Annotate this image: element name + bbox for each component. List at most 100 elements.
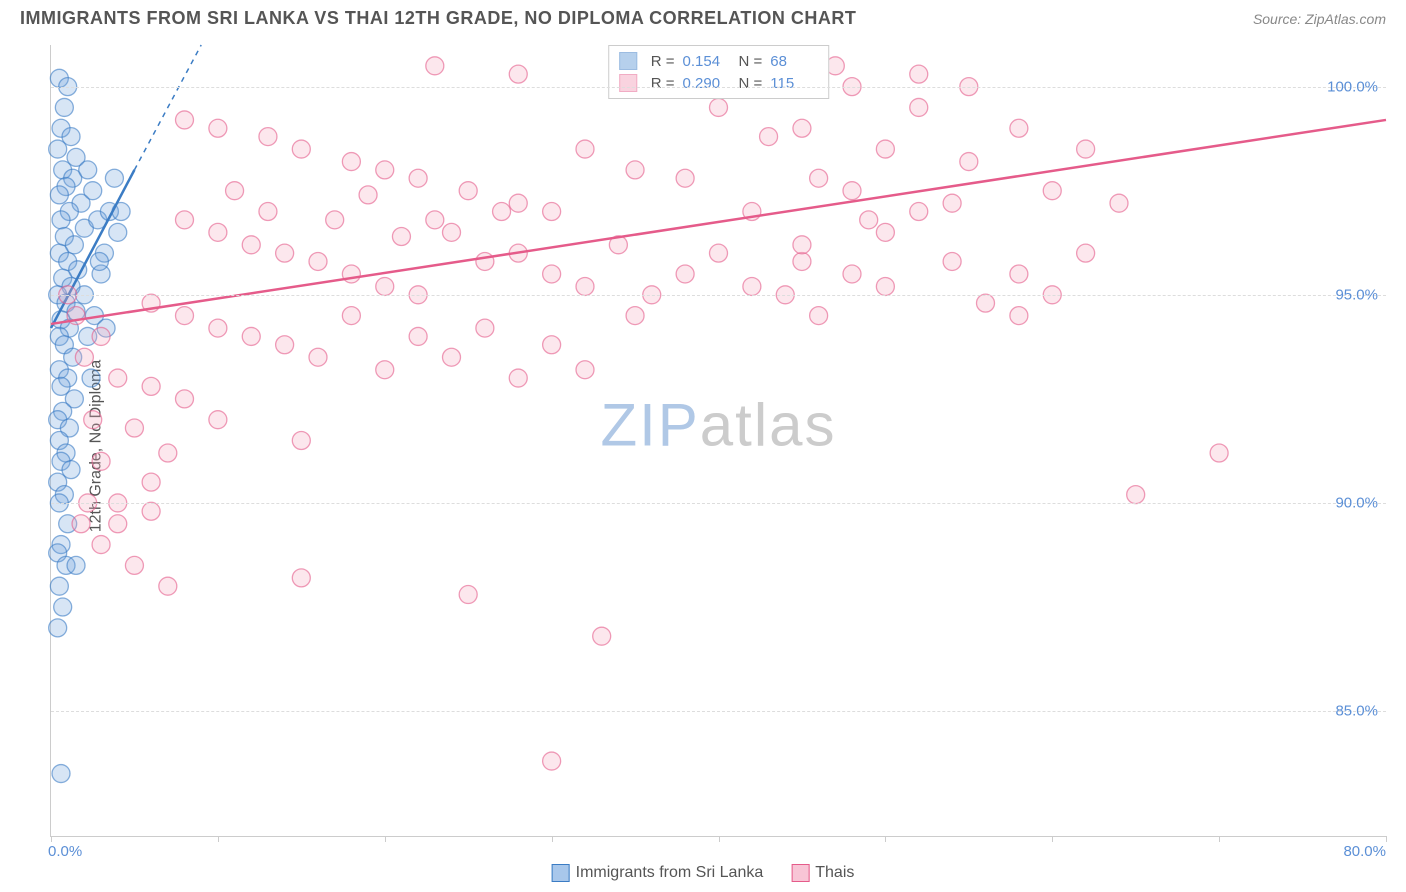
data-point (843, 182, 861, 200)
data-point (84, 182, 102, 200)
data-point (309, 252, 327, 270)
chart-plot-area: ZIPatlas R =0.154N =68R =0.290N =115 85.… (50, 45, 1386, 837)
x-tick (1052, 836, 1053, 842)
data-point (960, 153, 978, 171)
data-point (459, 182, 477, 200)
data-point (49, 140, 67, 158)
data-point (392, 228, 410, 246)
data-point (860, 211, 878, 229)
data-point (292, 432, 310, 450)
data-point (409, 327, 427, 345)
data-point (359, 186, 377, 204)
data-point (176, 390, 194, 408)
data-point (676, 169, 694, 187)
data-point (493, 203, 511, 221)
data-point (292, 569, 310, 587)
data-point (209, 411, 227, 429)
data-point (49, 619, 67, 637)
data-point (710, 98, 728, 116)
scatter-plot-svg (51, 45, 1386, 836)
data-point (843, 265, 861, 283)
data-point (55, 98, 73, 116)
data-point (92, 327, 110, 345)
data-point (209, 319, 227, 337)
data-point (626, 307, 644, 325)
y-tick-label: 95.0% (1335, 286, 1378, 303)
data-point (176, 111, 194, 129)
x-tick (1219, 836, 1220, 842)
data-point (259, 203, 277, 221)
data-point (67, 556, 85, 574)
data-point (125, 556, 143, 574)
data-point (1210, 444, 1228, 462)
data-point (509, 194, 527, 212)
data-point (176, 307, 194, 325)
data-point (943, 252, 961, 270)
data-point (52, 211, 70, 229)
data-point (242, 236, 260, 254)
legend-swatch (552, 864, 570, 882)
gridline (51, 295, 1386, 296)
data-point (142, 502, 160, 520)
trend-line-extrapolated (134, 45, 201, 170)
data-point (1127, 486, 1145, 504)
data-point (1010, 307, 1028, 325)
x-tick (51, 836, 52, 842)
source-attribution: Source: ZipAtlas.com (1253, 11, 1386, 27)
data-point (543, 336, 561, 354)
data-point (259, 128, 277, 146)
x-tick (1386, 836, 1387, 842)
data-point (576, 277, 594, 295)
data-point (209, 223, 227, 241)
data-point (876, 140, 894, 158)
data-point (1077, 244, 1095, 262)
data-point (376, 361, 394, 379)
data-point (626, 161, 644, 179)
data-point (543, 265, 561, 283)
legend-swatch (791, 864, 809, 882)
data-point (159, 444, 177, 462)
data-point (50, 186, 68, 204)
data-point (292, 140, 310, 158)
x-tick (552, 836, 553, 842)
data-point (910, 65, 928, 83)
data-point (92, 452, 110, 470)
data-point (209, 119, 227, 137)
data-point (943, 194, 961, 212)
data-point (443, 348, 461, 366)
x-axis-min-label: 0.0% (48, 843, 82, 860)
data-point (242, 327, 260, 345)
data-point (376, 277, 394, 295)
legend-swatch (619, 74, 637, 92)
data-point (50, 577, 68, 595)
data-point (109, 369, 127, 387)
data-point (176, 211, 194, 229)
data-point (84, 411, 102, 429)
data-point (409, 169, 427, 187)
data-point (509, 65, 527, 83)
data-point (793, 236, 811, 254)
data-point (109, 515, 127, 533)
x-tick (719, 836, 720, 842)
data-point (543, 203, 561, 221)
data-point (576, 361, 594, 379)
data-point (1010, 119, 1028, 137)
data-point (593, 627, 611, 645)
gridline (51, 87, 1386, 88)
data-point (793, 252, 811, 270)
data-point (342, 265, 360, 283)
data-point (125, 419, 143, 437)
data-point (226, 182, 244, 200)
data-point (509, 369, 527, 387)
y-tick-label: 90.0% (1335, 494, 1378, 511)
data-point (276, 336, 294, 354)
gridline (51, 503, 1386, 504)
data-point (109, 223, 127, 241)
data-point (743, 277, 761, 295)
data-point (910, 98, 928, 116)
trend-line (51, 120, 1386, 324)
data-point (810, 307, 828, 325)
data-point (443, 223, 461, 241)
data-point (309, 348, 327, 366)
data-point (476, 252, 494, 270)
